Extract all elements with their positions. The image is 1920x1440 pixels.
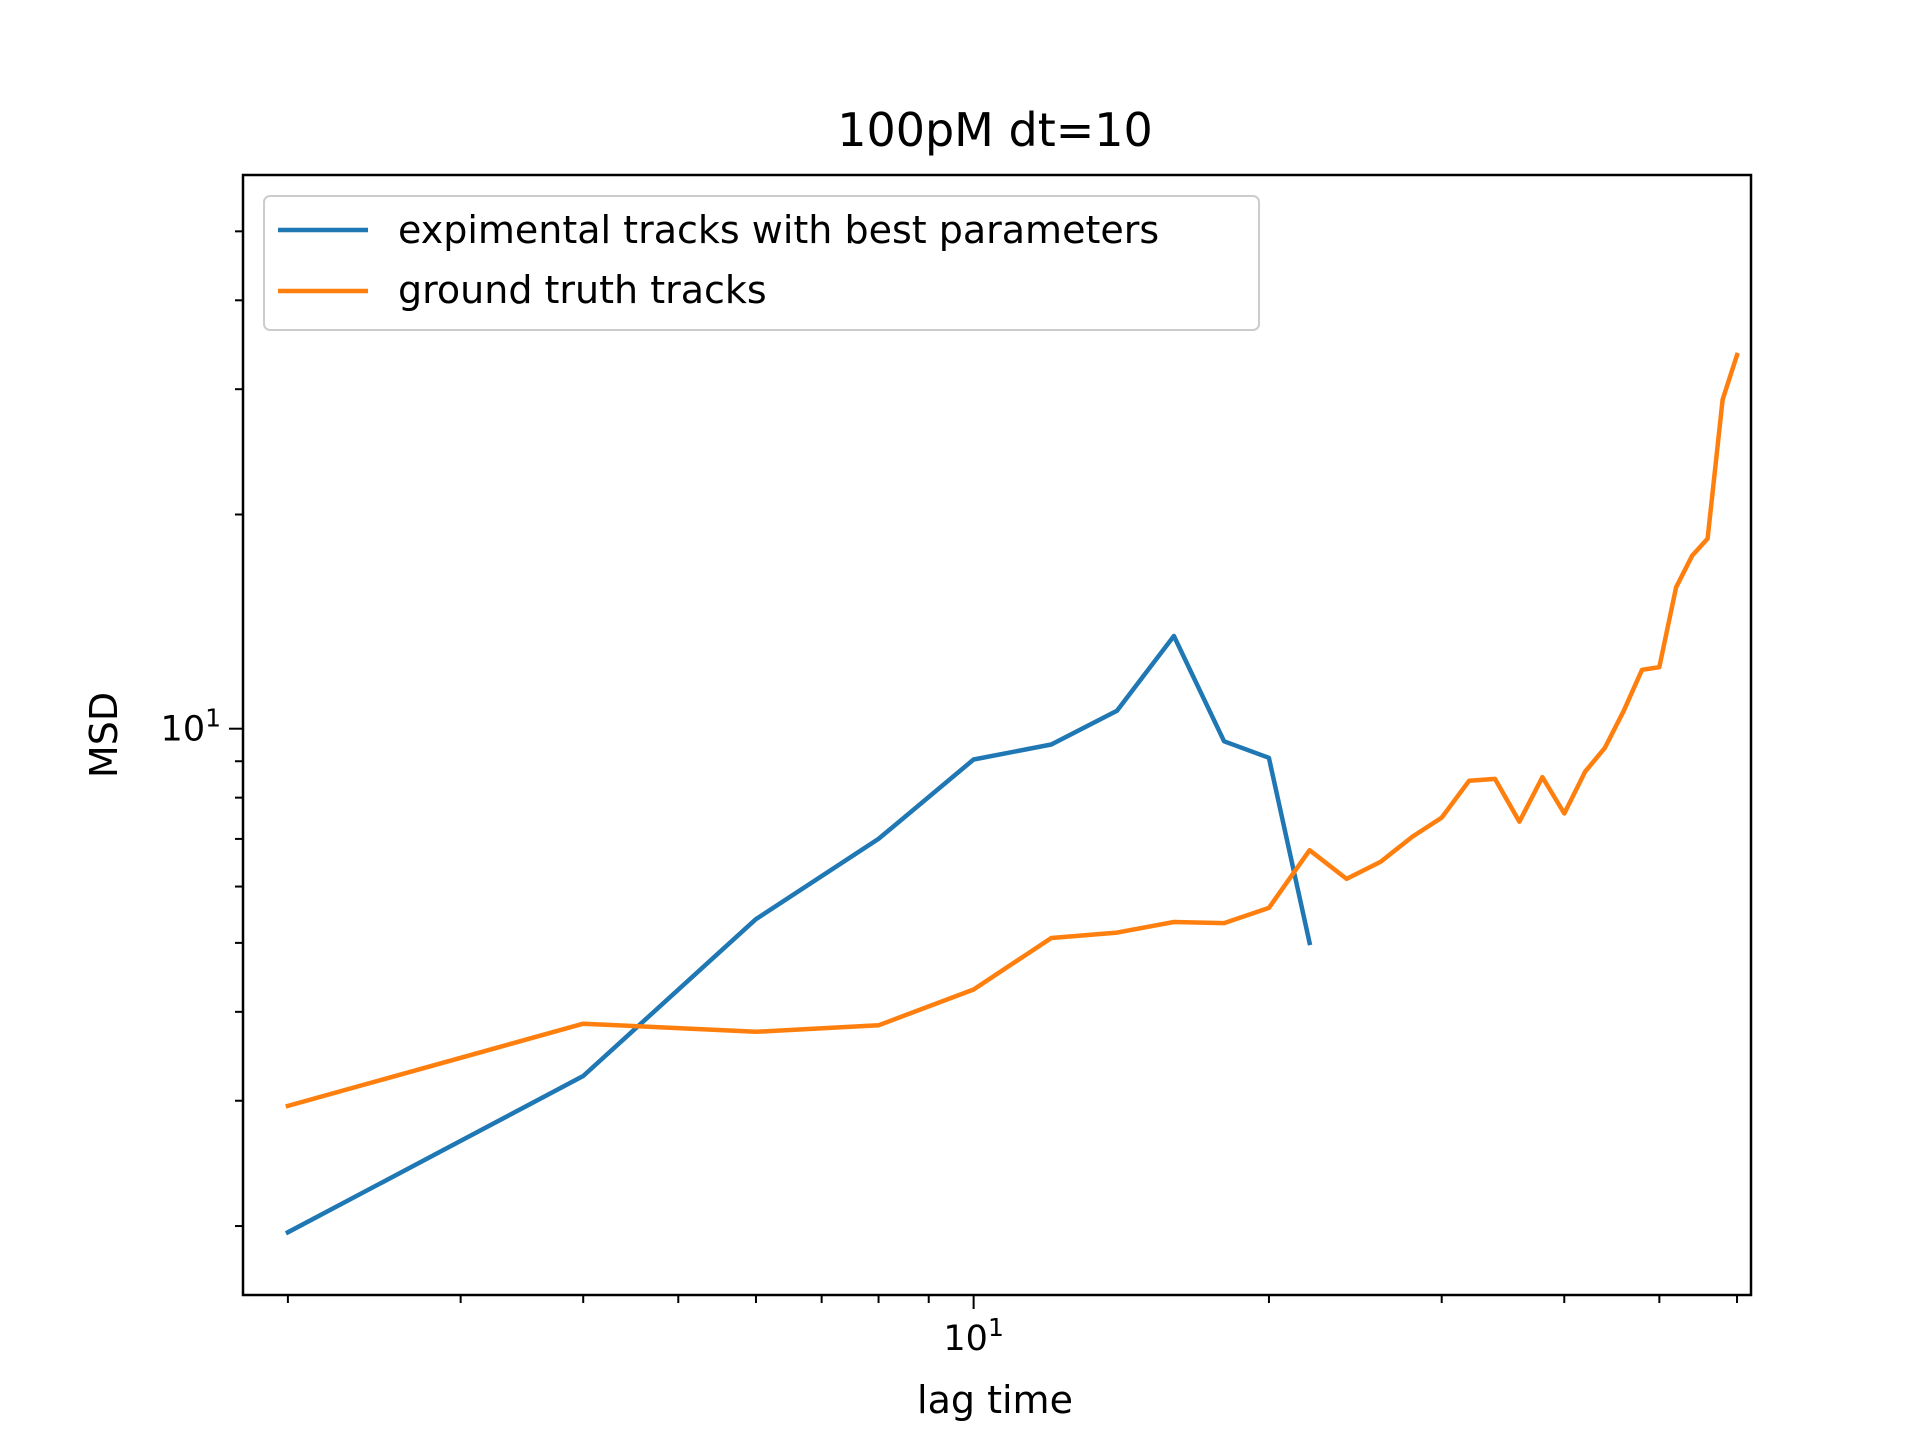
y-tick-label: 101 — [161, 704, 221, 750]
x-axis: 101 — [286, 1295, 1739, 1359]
series-line-0 — [284, 633, 1313, 1236]
chart-title: 100pM dt=10 — [837, 103, 1153, 157]
series-line-1 — [285, 352, 1740, 1109]
legend-box — [263, 195, 1260, 331]
y-axis-label: MSD — [82, 692, 126, 778]
legend-label-ground-truth: ground truth tracks — [398, 268, 767, 312]
x-tick-label: 101 — [943, 1313, 1003, 1359]
legend-label-experimental: expimental tracks with best parameters — [398, 208, 1159, 252]
y-axis: 101 — [161, 230, 243, 1228]
plot-area — [241, 173, 1753, 1297]
x-axis-label: lag time — [917, 1378, 1073, 1422]
axes-frame — [241, 173, 1753, 1297]
legend: expimental tracks with best parameters g… — [263, 195, 1260, 331]
series-layer — [284, 352, 1740, 1236]
